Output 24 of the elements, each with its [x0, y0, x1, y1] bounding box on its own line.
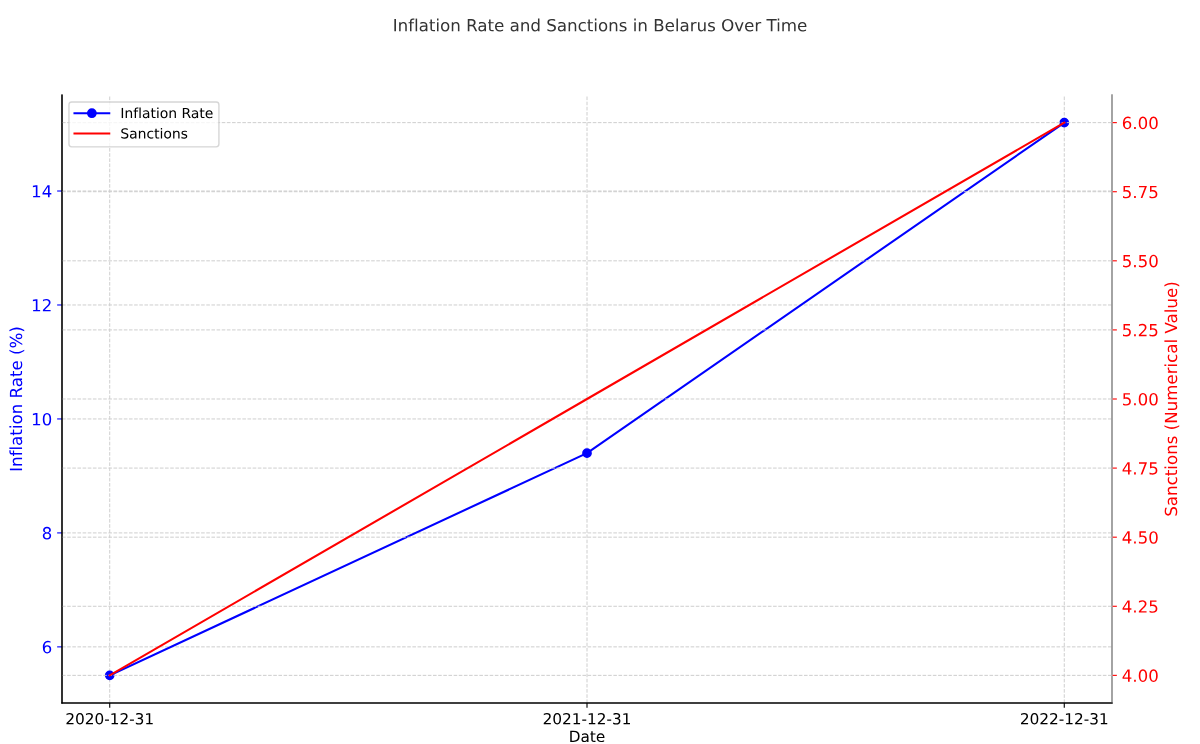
chart-title: Inflation Rate and Sanctions in Belarus Over Time	[394, 18, 807, 32]
y-tick-label: 8	[42, 526, 52, 540]
x-tick-label: 2022-12-31	[1021, 712, 1108, 725]
y2-axis-title: Sanctions (Numerical Value)	[1164, 282, 1180, 516]
x-tick-label: 2020-12-31	[66, 712, 153, 725]
y-tick-label: 6	[42, 640, 52, 654]
x-tick-label: 2021-12-31	[543, 712, 630, 725]
y2-tick-label: 5.75	[1123, 185, 1158, 199]
y2-tick-label: 5.00	[1123, 392, 1158, 406]
y-tick-label: 14	[32, 185, 52, 198]
y2-tick-label: 4.00	[1122, 669, 1158, 682]
y-axis-title: Inflation Rate (%)	[9, 327, 25, 471]
point	[582, 448, 592, 458]
y-tick-label: 10	[32, 412, 52, 426]
legend-label: Sanctions	[121, 127, 188, 139]
y2-tick-label: 5.25	[1123, 323, 1158, 337]
y2-tick-label: 6.00	[1122, 116, 1158, 130]
y2-tick-label: 4.75	[1122, 462, 1158, 475]
y-tick-label: 12	[32, 298, 51, 312]
y2-tick-label: 5.50	[1123, 254, 1158, 268]
x-axis-title: Date	[570, 730, 605, 743]
legend-label: Inflation Rate	[121, 107, 213, 119]
y2-tick-label: 4.25	[1122, 600, 1158, 613]
y2-tick-label: 4.50	[1122, 531, 1158, 544]
